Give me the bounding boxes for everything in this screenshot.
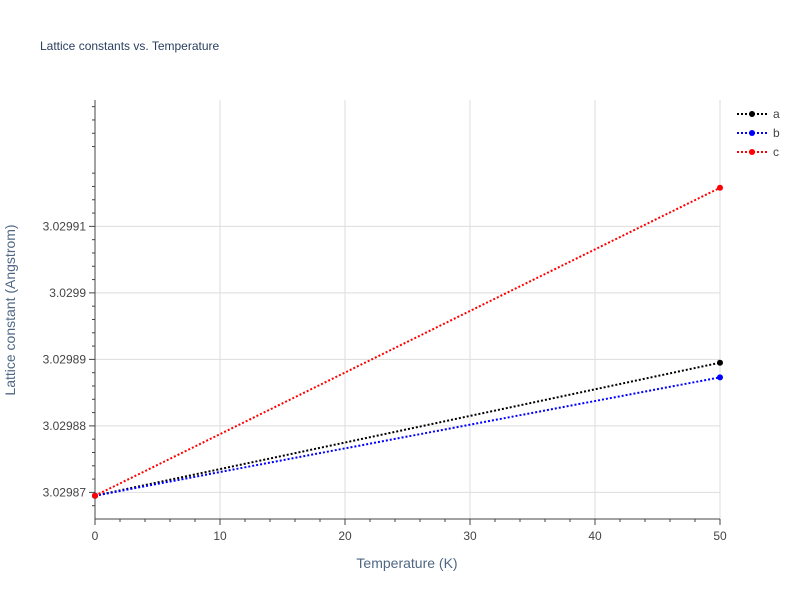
x-tick-label: 40: [588, 529, 602, 543]
legend-label: a: [773, 107, 780, 121]
series-line-a: [94, 361, 721, 497]
axes: [94, 100, 720, 520]
x-tick-label: 50: [713, 529, 727, 543]
data-point-b: [717, 374, 723, 381]
legend-label: c: [773, 145, 779, 159]
series-line-c: [94, 186, 721, 497]
data-point-a: [717, 359, 723, 366]
legend-item-a[interactable]: a: [737, 107, 780, 121]
series-line-b: [94, 376, 721, 497]
data-point-c: [717, 184, 723, 191]
y-tick-label: 3.0299: [49, 286, 86, 300]
grid: [95, 100, 721, 519]
legend-item-b[interactable]: b: [737, 126, 780, 140]
data-point-c: [92, 492, 98, 499]
y-tick-label: 3.02987: [43, 485, 87, 499]
legend[interactable]: abc: [737, 107, 780, 159]
x-tick-label: 10: [213, 529, 227, 543]
y-ticks: 3.02987 3.02988 3.02989 3.0299 3.02991: [43, 106, 95, 507]
legend-swatch-marker: [749, 130, 755, 136]
x-tick-label: 0: [92, 529, 99, 543]
y-axis-title: Lattice constant (Angstrom): [2, 224, 18, 395]
x-axis-title: Temperature (K): [356, 555, 457, 571]
legend-item-c[interactable]: c: [737, 145, 779, 159]
y-tick-label: 3.02991: [43, 219, 87, 233]
y-tick-label: 3.02989: [43, 352, 87, 366]
legend-swatch-marker: [749, 111, 755, 117]
legend-swatch-marker: [749, 149, 755, 155]
x-ticks: 0 10 20 30 40 50: [92, 519, 727, 543]
chart-title: Lattice constants vs. Temperature: [40, 39, 220, 53]
y-tick-label: 3.02988: [43, 419, 87, 433]
x-tick-label: 20: [338, 529, 352, 543]
legend-label: b: [773, 126, 780, 140]
series-layer: [92, 184, 723, 499]
x-tick-label: 30: [463, 529, 477, 543]
